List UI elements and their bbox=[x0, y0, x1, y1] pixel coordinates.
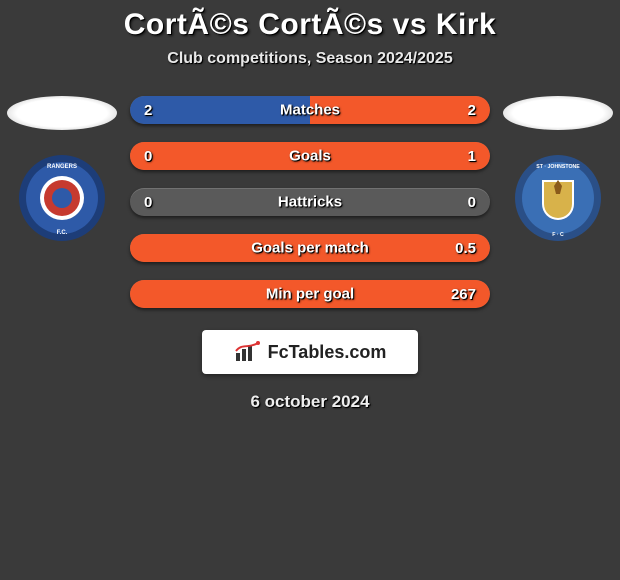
date-label: 6 october 2024 bbox=[0, 392, 620, 412]
brand-chart-icon bbox=[234, 341, 262, 363]
stat-left-value: 0 bbox=[144, 148, 152, 165]
left-club-badge: RANGERS F.C. bbox=[18, 154, 106, 242]
brand-box[interactable]: FcTables.com bbox=[202, 330, 418, 374]
stat-right-value: 0 bbox=[468, 194, 476, 211]
stat-label: Matches bbox=[280, 102, 340, 119]
stat-bars: 2 Matches 2 0 Goals 1 0 Hattricks 0 Goals per mat… bbox=[120, 96, 500, 308]
stat-label: Min per goal bbox=[266, 286, 354, 303]
st-johnstone-badge-icon: ST · JOHNSTONE F · C bbox=[514, 154, 602, 242]
stat-right-value: 267 bbox=[451, 286, 476, 303]
svg-text:F.C.: F.C. bbox=[57, 230, 68, 236]
stat-label: Hattricks bbox=[278, 194, 342, 211]
stat-left-value: 0 bbox=[144, 194, 152, 211]
stat-right-value: 0.5 bbox=[455, 240, 476, 257]
left-side: RANGERS F.C. bbox=[4, 96, 120, 242]
stat-label: Goals bbox=[289, 148, 331, 165]
stat-bar: Min per goal 267 bbox=[130, 280, 490, 308]
stat-bar: 0 Goals 1 bbox=[130, 142, 490, 170]
svg-text:ST · JOHNSTONE: ST · JOHNSTONE bbox=[536, 164, 580, 170]
brand-label: FcTables.com bbox=[268, 342, 387, 363]
right-side: ST · JOHNSTONE F · C bbox=[500, 96, 616, 242]
svg-text:F · C: F · C bbox=[552, 232, 564, 238]
right-player-avatar bbox=[503, 96, 613, 130]
stat-right-value: 2 bbox=[468, 102, 476, 119]
stat-label: Goals per match bbox=[251, 240, 369, 257]
stat-bar: Goals per match 0.5 bbox=[130, 234, 490, 262]
rangers-badge-icon: RANGERS F.C. bbox=[18, 154, 106, 242]
stat-right-value: 1 bbox=[468, 148, 476, 165]
left-player-avatar bbox=[7, 96, 117, 130]
page-title: CortÃ©s CortÃ©s vs Kirk bbox=[0, 8, 620, 42]
stat-left-value: 2 bbox=[144, 102, 152, 119]
right-club-badge: ST · JOHNSTONE F · C bbox=[514, 154, 602, 242]
stat-bar: 0 Hattricks 0 bbox=[130, 188, 490, 216]
comparison-row: RANGERS F.C. 2Matches20Goals10Hattricks0… bbox=[0, 96, 620, 308]
svg-text:RANGERS: RANGERS bbox=[47, 164, 77, 170]
stat-bar: 2 Matches 2 bbox=[130, 96, 490, 124]
page-subtitle: Club competitions, Season 2024/2025 bbox=[0, 50, 620, 68]
